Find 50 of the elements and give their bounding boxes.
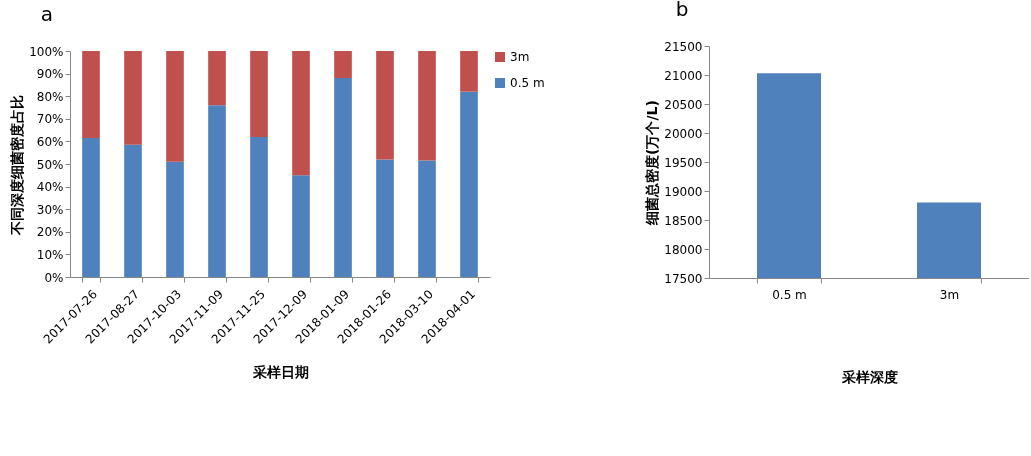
y-tick-label: 90% xyxy=(36,67,64,82)
bar xyxy=(208,51,226,106)
bar xyxy=(460,91,478,277)
bar xyxy=(250,136,268,277)
y-tick-label: 18500 xyxy=(664,213,703,228)
bar xyxy=(208,105,226,277)
bar xyxy=(124,51,142,145)
x-axis-title: 采样深度 xyxy=(840,368,898,385)
y-tick-label: 60% xyxy=(36,134,64,149)
y-tick-label: 50% xyxy=(36,157,64,172)
y-axis-title: 细菌总密度(万个/L) xyxy=(644,100,661,226)
chart-title: a xyxy=(40,2,53,26)
bar xyxy=(334,78,352,277)
y-tick-label: 30% xyxy=(36,202,64,217)
y-tick-label: 19000 xyxy=(664,184,703,199)
bar xyxy=(460,51,478,92)
bar xyxy=(82,51,100,139)
y-tick-label: 19500 xyxy=(664,155,703,170)
y-tick-label: 20000 xyxy=(664,126,703,141)
y-axis-title: 不同深度细菌密度占比 xyxy=(9,94,26,236)
y-tick-label: 20500 xyxy=(664,97,703,112)
x-axis-title: 采样日期 xyxy=(251,363,309,380)
bar xyxy=(124,144,142,277)
bar xyxy=(418,51,436,161)
y-tick-label: 100% xyxy=(29,44,64,59)
y-tick-label: 21500 xyxy=(664,39,703,54)
y-tick-label: 18000 xyxy=(664,242,703,257)
bar xyxy=(166,51,184,162)
y-tick-label: 0% xyxy=(44,270,64,285)
y-tick-label: 40% xyxy=(36,180,64,195)
bar xyxy=(82,138,100,277)
y-tick-label: 10% xyxy=(36,247,64,262)
bar xyxy=(292,175,310,277)
y-tick-label: 21000 xyxy=(664,68,703,83)
bar xyxy=(376,51,394,160)
bar xyxy=(418,160,436,277)
bar xyxy=(292,51,310,176)
chart-title: b xyxy=(675,0,689,21)
y-tick-label: 17500 xyxy=(664,271,703,286)
legend-label: 3m xyxy=(510,50,530,64)
bar xyxy=(166,161,184,277)
bar xyxy=(334,51,352,79)
bar xyxy=(376,159,394,277)
y-tick-label: 70% xyxy=(36,112,64,127)
legend-label: 0.5 m xyxy=(510,76,545,90)
x-tick-label: 3m xyxy=(939,287,960,302)
y-tick-label: 20% xyxy=(36,225,64,240)
bar xyxy=(250,51,268,137)
x-tick-label: 0.5 m xyxy=(772,287,807,302)
y-tick-label: 80% xyxy=(36,89,64,104)
